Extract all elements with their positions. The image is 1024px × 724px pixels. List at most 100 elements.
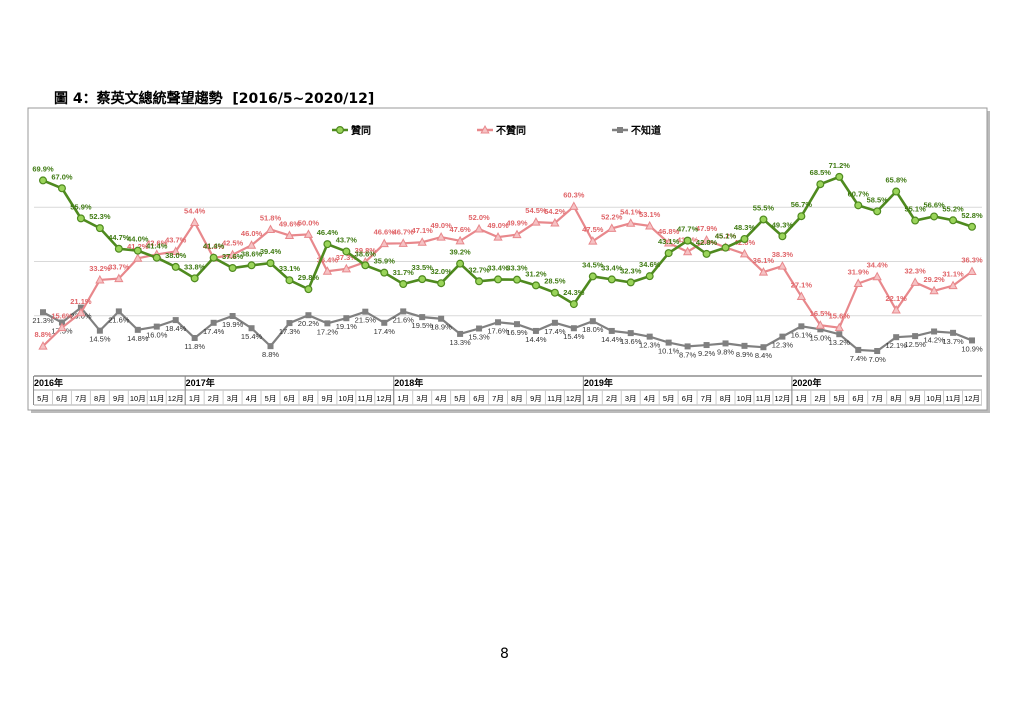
data-point [38,341,48,350]
data-label: 21.1% [70,297,92,306]
data-point [645,220,655,230]
data-point [95,274,105,284]
data-point [475,277,484,286]
x-tick-label: 11月 [358,394,373,403]
data-point [398,238,408,247]
data-point [759,215,768,224]
data-point [550,288,559,297]
data-label: 24.3% [563,288,585,297]
x-tick-label: 1月 [796,394,808,403]
data-point [190,217,200,226]
data-point [817,326,824,333]
data-point [874,348,881,355]
data-point [607,275,616,284]
data-label: 34.6% [639,260,661,269]
data-label: 13.3% [449,338,471,347]
data-label: 16.0% [146,331,168,340]
data-label: 33.3% [506,264,528,273]
data-label: 41.4% [146,242,168,251]
x-tick-label: 8月 [303,394,315,403]
data-label: 22.1% [886,294,908,303]
data-point [323,240,332,249]
data-point [380,268,389,277]
data-point [626,278,635,287]
x-tick-label: 7月 [701,394,713,403]
data-point [836,331,843,338]
data-point [512,229,522,239]
data-point [286,320,293,327]
data-point [778,232,787,241]
data-point [436,232,446,241]
data-point [322,266,333,275]
x-tick-label: 2月 [814,394,826,403]
data-label: 12.1% [886,341,908,350]
data-point [855,346,862,353]
data-label: 15.4% [563,332,585,341]
data-point [341,263,351,273]
x-tick-label: 3月 [227,394,239,403]
data-point [532,327,539,334]
data-point [228,264,237,273]
data-label: 18.0% [582,325,604,334]
x-tick-label: 7月 [871,394,883,403]
data-point [893,334,900,341]
data-point [588,236,598,245]
data-label: 51.8% [260,213,282,222]
data-label: 55.1% [904,205,926,214]
data-point [835,172,844,181]
data-label: 31.9% [848,267,870,276]
x-tick-label: 3月 [625,394,637,403]
data-point [569,300,578,309]
data-label: 49.0% [487,221,509,230]
data-point [324,320,331,327]
data-label: 21.3% [32,316,54,325]
x-tick-label: 1月 [397,394,409,403]
data-label: 29.2% [923,275,945,284]
data-point [646,333,653,340]
data-label: 32.3% [620,266,642,275]
data-point [305,312,312,319]
data-label: 18.9% [431,323,453,332]
data-label: 43.1% [658,237,680,246]
data-label: 7.0% [869,355,886,364]
data-point [171,246,181,255]
data-label: 32.7% [468,265,490,274]
data-label: 10.9% [961,344,983,353]
data-point [114,273,124,283]
data-label: 46.4% [317,228,339,237]
data-label: 44.7% [108,233,130,242]
data-label: 49.6% [279,219,301,228]
x-tick-label: 12月 [376,394,392,403]
data-label: 16.9% [506,328,528,337]
x-tick-label: 12月 [774,394,790,403]
data-label: 13.2% [829,338,851,347]
data-label: 33.8% [184,262,206,271]
data-point [796,291,807,300]
x-tick-label: 4月 [435,394,447,403]
data-label: 53.1% [639,210,661,219]
page-number: 8 [500,646,509,662]
data-point [133,246,142,255]
data-label: 21.6% [108,315,130,324]
data-label: 45.1% [715,232,737,241]
data-label: 19.1% [336,322,358,331]
x-tick-label: 9月 [909,394,921,403]
data-point [171,262,180,271]
data-point [285,276,294,285]
data-label: 15.6% [829,312,851,321]
data-label: 36.4% [317,255,339,264]
data-label: 39.2% [449,248,471,257]
data-label: 17.4% [203,327,225,336]
data-label: 21.5% [355,316,377,325]
legend-marker [480,124,490,134]
data-label: 47.1% [412,226,434,235]
data-label: 28.5% [544,277,566,286]
data-point [645,272,654,281]
data-point [114,244,123,253]
x-tick-label: 9月 [530,394,542,403]
data-label: 52.0% [468,213,490,222]
data-label: 29.8% [298,273,320,282]
data-point [722,340,729,347]
